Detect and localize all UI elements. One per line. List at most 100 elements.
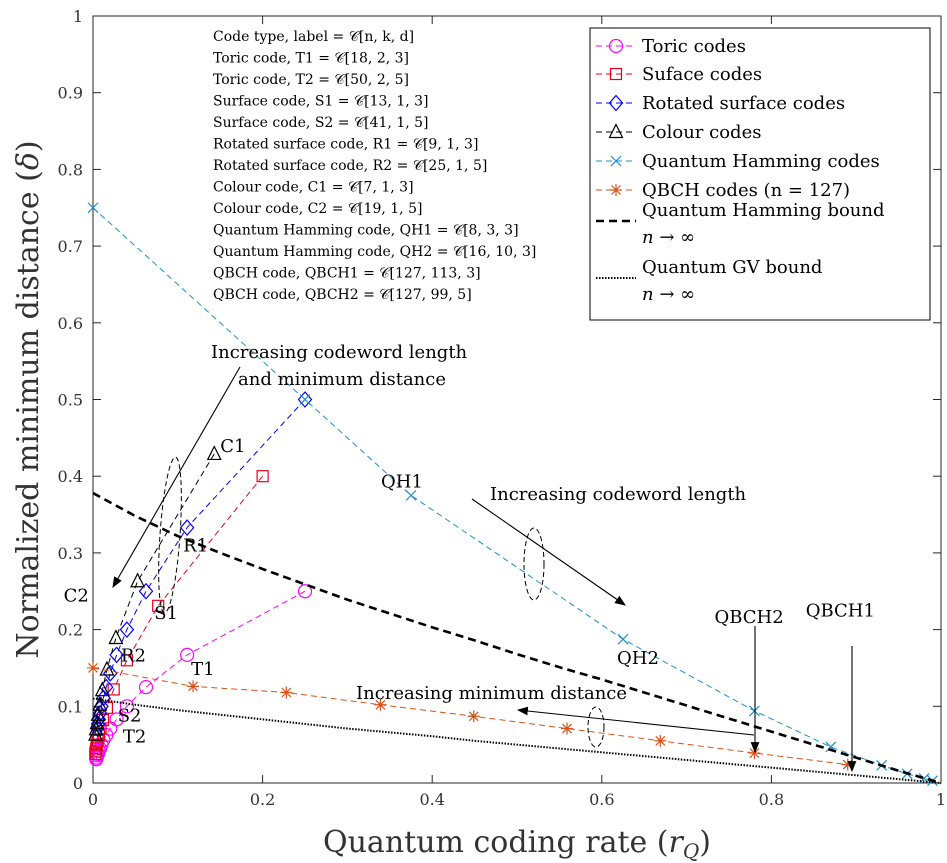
y-tick-label: 0.2 (58, 621, 83, 640)
series-2 (90, 391, 313, 737)
code-note: Toric code, T2 = 𝒞[50, 2, 5] (213, 72, 409, 88)
code-label: S2 (118, 705, 142, 726)
y-tick-label: 0.9 (58, 84, 83, 103)
x-tick-label: 0.2 (250, 790, 275, 809)
data-point (561, 722, 574, 735)
data-point (280, 686, 293, 699)
code-note: Rotated surface code, R1 = 𝒞[9, 1, 3] (213, 137, 478, 153)
legend-label: Toric codes (642, 36, 746, 57)
annotation-text: Increasing minimum distance (356, 683, 627, 704)
y-tick-label: 0.3 (58, 544, 83, 563)
data-point (138, 582, 154, 600)
legend-label: Quantum GV bound (642, 257, 822, 278)
code-note: Surface code, S1 = 𝒞[13, 1, 3] (213, 94, 429, 110)
code-note: Quantum Hamming code, QH2 = 𝒞[16, 10, 3] (213, 244, 536, 260)
data-point (748, 747, 761, 760)
arrow-codeword-length (471, 498, 626, 606)
code-label: T1 (191, 659, 214, 680)
ellipse-group (587, 706, 605, 748)
x-tick-label: 0 (88, 790, 98, 809)
code-note: Colour code, C1 = 𝒞[7, 1, 3] (213, 180, 414, 196)
plot-area: 0 0.2 0.4 0.6 0.8 1 0 0.1 0.2 0.3 0.4 0.5 0.6 0.7 0.8 0… (11, 7, 946, 863)
legend-entry: Toric codes (596, 36, 746, 57)
code-notes: Code type, label = 𝒞[n, k, d] Toric code,… (213, 29, 536, 303)
legend-marker (610, 155, 622, 167)
data-point (130, 572, 146, 588)
annotation-text: and minimum distance (238, 369, 446, 390)
x-tick-label: 0.6 (589, 790, 614, 809)
y-tick-label: 0.1 (58, 697, 83, 716)
data-point (138, 680, 154, 695)
legend-marker (610, 184, 622, 196)
legend-entry: QBCH codes (n = 127) (596, 180, 850, 201)
data-point (90, 705, 106, 721)
data-point (120, 654, 134, 667)
data-point (256, 470, 269, 483)
data-point (119, 699, 135, 714)
data-point (89, 747, 102, 760)
y-tick-label: 0.5 (58, 391, 83, 410)
data-point (617, 633, 629, 645)
code-note: Colour code, C2 = 𝒞[19, 1, 5] (213, 201, 422, 217)
data-point (405, 489, 417, 501)
series-7 (92, 697, 942, 784)
arrow-codeword-length-distance (112, 366, 241, 588)
code-note: Rotated surface code, R2 = 𝒞[25, 1, 5] (213, 158, 487, 174)
y-axis-title: Normalized minimum distance (δ) (11, 140, 46, 658)
code-label: T2 (123, 726, 146, 747)
data-point (206, 445, 222, 461)
data-point (297, 391, 313, 408)
data-point (94, 681, 110, 697)
data-point (108, 629, 124, 645)
series-line (92, 491, 942, 785)
legend-label: Suface codes (642, 64, 762, 85)
code-label: QH2 (617, 648, 659, 669)
legend-label: n → ∞ (642, 284, 695, 305)
annotation-text: Increasing codeword length (490, 484, 747, 505)
code-label: S1 (154, 603, 178, 624)
code-label: C2 (64, 585, 89, 606)
legend-entry: Colour codes (596, 122, 761, 143)
legend-entry: Quantum Hamming codes (596, 151, 880, 172)
code-note: QBCH code, QBCH2 = 𝒞[127, 99, 5] (213, 287, 472, 303)
x-tick-label: 0.4 (419, 790, 444, 809)
legend-entry: Rotated surface codes (596, 93, 845, 114)
series-3 (88, 445, 222, 741)
y-tick-label: 0 (73, 774, 83, 793)
series-line (95, 453, 215, 735)
data-point (749, 705, 760, 717)
y-tick-label: 0.7 (58, 237, 83, 256)
data-point (89, 714, 105, 730)
series-1 (89, 470, 269, 760)
data-point (107, 683, 120, 696)
legend-label: Rotated surface codes (642, 93, 845, 114)
x-tick-label: 0.8 (759, 790, 784, 809)
data-point (88, 720, 104, 736)
legend-entry: Quantum GV bound n → ∞ (596, 257, 822, 305)
code-label: C1 (220, 436, 245, 457)
data-point (152, 599, 165, 612)
code-label: QH1 (381, 471, 423, 492)
legend-label: Quantum Hamming codes (642, 151, 880, 172)
ellipse-group (158, 456, 182, 614)
legend-label: n → ∞ (642, 227, 695, 248)
legend-label: QBCH codes (n = 127) (642, 180, 850, 201)
code-note: Quantum Hamming code, QH1 = 𝒞[8, 3, 3] (213, 223, 519, 239)
y-tick-label: 1 (73, 7, 83, 26)
code-note: Toric code, T1 = 𝒞[18, 2, 3] (213, 51, 409, 67)
legend: Toric codes Suface codes Rotated surface c… (589, 27, 931, 321)
legend-label: Quantum Hamming bound (642, 200, 885, 221)
y-tick-label: 0.4 (58, 467, 83, 486)
x-axis-title: Quantum coding rate (rQ) (323, 825, 711, 863)
legend-entry: Quantum Hamming bound n → ∞ (596, 200, 885, 248)
annotation-text: Increasing codeword length (211, 342, 468, 363)
data-point (299, 394, 311, 405)
data-point (87, 202, 99, 214)
data-point (374, 698, 387, 711)
legend-marker (609, 67, 623, 81)
legend-label: Colour codes (642, 122, 761, 143)
data-point (297, 584, 313, 599)
code-note: QBCH code, QBCH1 = 𝒞[127, 113, 3] (213, 266, 481, 282)
data-point (88, 725, 104, 741)
